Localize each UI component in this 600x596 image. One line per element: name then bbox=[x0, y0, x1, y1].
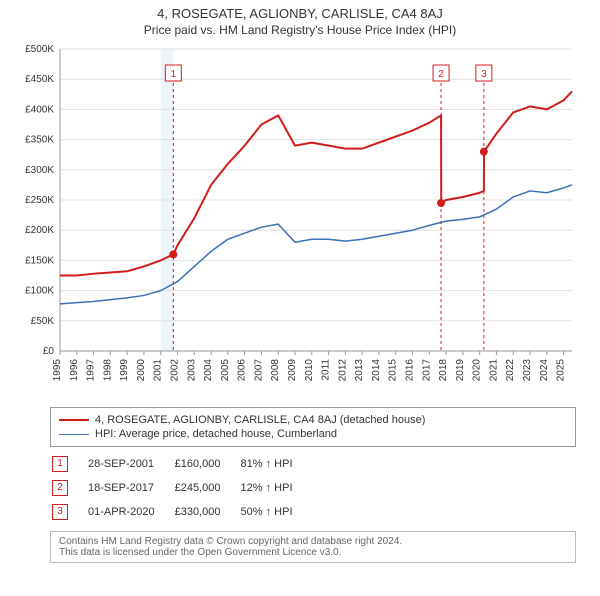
svg-text:£150K: £150K bbox=[25, 255, 54, 266]
footer-line-1: Contains HM Land Registry data © Crown c… bbox=[59, 536, 567, 547]
legend-row-property: 4, ROSEGATE, AGLIONBY, CARLISLE, CA4 8AJ… bbox=[59, 414, 567, 426]
svg-text:2020: 2020 bbox=[472, 359, 483, 382]
svg-text:2007: 2007 bbox=[253, 359, 264, 382]
price-chart: £0 £50K £100K £150K £200K £250K £300K £350K £400… bbox=[10, 41, 590, 401]
sales-row: 2 18-SEP-2017£245,00012% ↑ HPI bbox=[52, 477, 311, 499]
sale-price: £245,000 bbox=[175, 477, 239, 499]
svg-text:2021: 2021 bbox=[488, 359, 499, 382]
svg-text:2015: 2015 bbox=[388, 359, 399, 382]
svg-text:1995: 1995 bbox=[52, 359, 63, 382]
sale-marker-box: 2 bbox=[52, 480, 68, 496]
svg-text:2011: 2011 bbox=[321, 359, 332, 381]
svg-text:2008: 2008 bbox=[270, 359, 281, 382]
svg-text:2019: 2019 bbox=[455, 359, 466, 382]
legend-label-hpi: HPI: Average price, detached house, Cumb… bbox=[95, 428, 337, 440]
svg-text:1998: 1998 bbox=[102, 359, 113, 382]
svg-text:2004: 2004 bbox=[203, 359, 214, 382]
svg-text:1999: 1999 bbox=[119, 359, 130, 382]
svg-text:1997: 1997 bbox=[86, 359, 97, 382]
svg-text:2013: 2013 bbox=[354, 359, 365, 382]
sale-date: 18-SEP-2017 bbox=[88, 477, 173, 499]
sale-delta: 81% ↑ HPI bbox=[241, 453, 311, 475]
svg-text:£50K: £50K bbox=[31, 316, 55, 327]
svg-text:2002: 2002 bbox=[170, 359, 181, 382]
sale-price: £330,000 bbox=[175, 501, 239, 523]
sale-marker-box: 1 bbox=[52, 456, 68, 472]
svg-text:2006: 2006 bbox=[237, 359, 248, 382]
legend-label-property: 4, ROSEGATE, AGLIONBY, CARLISLE, CA4 8AJ… bbox=[95, 414, 425, 426]
sale-marker-box: 3 bbox=[52, 504, 68, 520]
svg-text:2023: 2023 bbox=[522, 359, 533, 382]
svg-text:2022: 2022 bbox=[505, 359, 516, 382]
svg-text:3: 3 bbox=[481, 69, 487, 80]
footer: Contains HM Land Registry data © Crown c… bbox=[50, 531, 576, 563]
legend-row-hpi: HPI: Average price, detached house, Cumb… bbox=[59, 428, 567, 440]
svg-text:£200K: £200K bbox=[25, 225, 54, 236]
sale-delta: 50% ↑ HPI bbox=[241, 501, 311, 523]
svg-text:2016: 2016 bbox=[405, 359, 416, 382]
svg-text:£300K: £300K bbox=[25, 165, 54, 176]
svg-text:£0: £0 bbox=[43, 346, 55, 357]
svg-text:2001: 2001 bbox=[153, 359, 164, 382]
page-subtitle: Price paid vs. HM Land Registry's House … bbox=[0, 23, 600, 37]
svg-text:2012: 2012 bbox=[337, 359, 348, 382]
sale-delta: 12% ↑ HPI bbox=[241, 477, 311, 499]
legend: 4, ROSEGATE, AGLIONBY, CARLISLE, CA4 8AJ… bbox=[50, 407, 576, 447]
sale-price: £160,000 bbox=[175, 453, 239, 475]
svg-text:2010: 2010 bbox=[304, 359, 315, 382]
svg-text:2005: 2005 bbox=[220, 359, 231, 382]
sales-row: 3 01-APR-2020£330,00050% ↑ HPI bbox=[52, 501, 311, 523]
svg-text:£350K: £350K bbox=[25, 135, 54, 146]
svg-text:2017: 2017 bbox=[421, 359, 432, 382]
svg-text:2018: 2018 bbox=[438, 359, 449, 382]
footer-line-2: This data is licensed under the Open Gov… bbox=[59, 547, 567, 558]
svg-text:2: 2 bbox=[438, 69, 444, 80]
sales-table: 1 28-SEP-2001£160,00081% ↑ HPI 2 18-SEP-201… bbox=[50, 451, 313, 525]
svg-text:2024: 2024 bbox=[539, 359, 550, 382]
svg-text:£400K: £400K bbox=[25, 104, 54, 115]
chart-container: £0 £50K £100K £150K £200K £250K £300K £350K £400… bbox=[10, 41, 590, 401]
svg-text:2000: 2000 bbox=[136, 359, 147, 382]
svg-text:2009: 2009 bbox=[287, 359, 298, 382]
svg-text:1996: 1996 bbox=[69, 359, 80, 382]
svg-text:2025: 2025 bbox=[556, 359, 567, 382]
svg-text:2014: 2014 bbox=[371, 359, 382, 382]
legend-swatch-hpi bbox=[59, 434, 89, 435]
page-title: 4, ROSEGATE, AGLIONBY, CARLISLE, CA4 8AJ bbox=[0, 6, 600, 21]
svg-text:2003: 2003 bbox=[186, 359, 197, 382]
legend-swatch-property bbox=[59, 419, 89, 421]
sale-date: 01-APR-2020 bbox=[88, 501, 173, 523]
svg-text:£450K: £450K bbox=[25, 74, 54, 85]
sale-date: 28-SEP-2001 bbox=[88, 453, 173, 475]
svg-text:1: 1 bbox=[171, 69, 177, 80]
svg-text:£500K: £500K bbox=[25, 44, 54, 55]
svg-text:£100K: £100K bbox=[25, 286, 54, 297]
svg-text:£250K: £250K bbox=[25, 195, 54, 206]
sales-row: 1 28-SEP-2001£160,00081% ↑ HPI bbox=[52, 453, 311, 475]
